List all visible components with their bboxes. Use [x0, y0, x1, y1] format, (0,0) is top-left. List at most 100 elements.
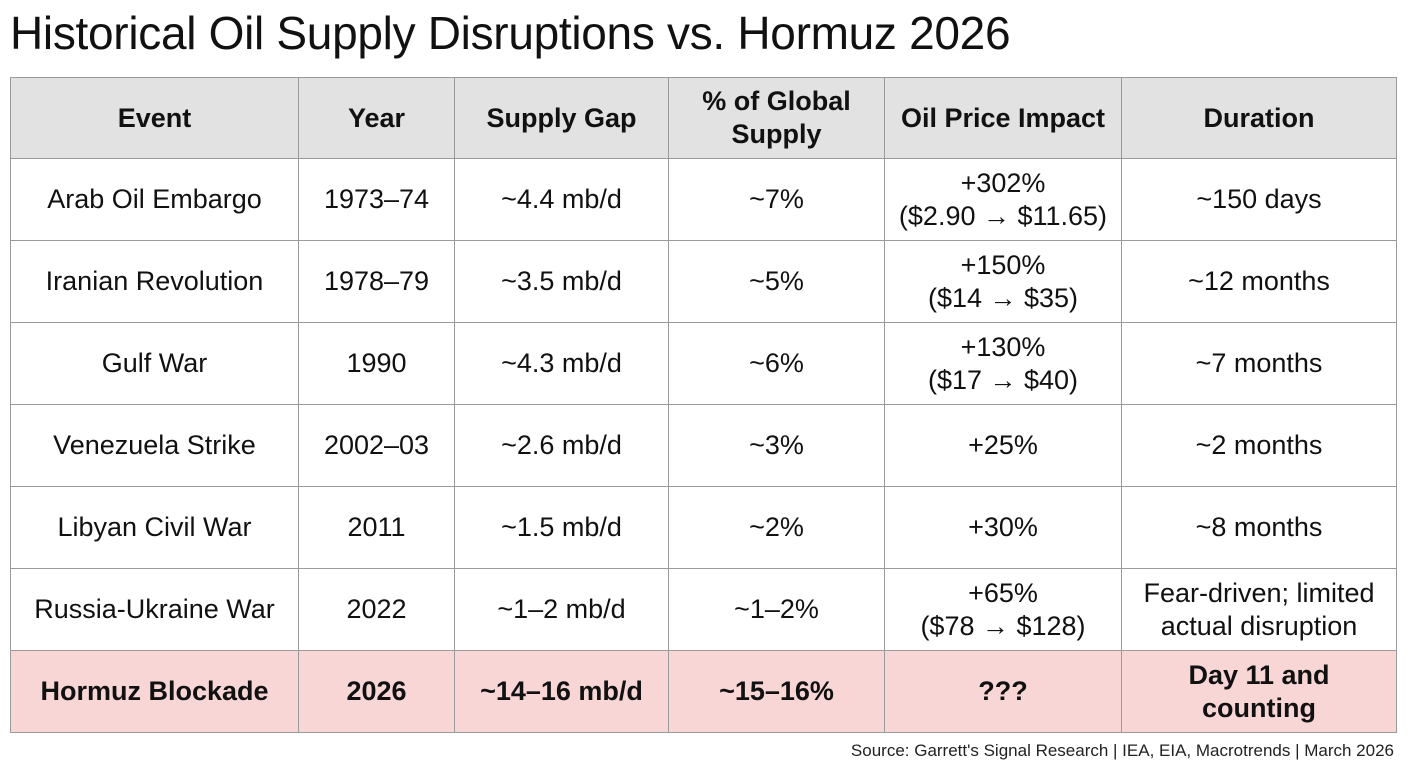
cell-price-impact: +30% [884, 486, 1122, 569]
cell-duration: ~2 months [1121, 404, 1397, 487]
cell-supply-gap: ~3.5 mb/d [454, 240, 669, 323]
cell-year: 2026 [298, 650, 455, 733]
cell-year-text: 2026 [346, 676, 407, 706]
cell-price-impact: +302% ($2.90 → $11.65) [884, 158, 1122, 241]
header-year-label: Year [347, 102, 406, 133]
cell-duration: ~8 months [1121, 486, 1397, 569]
header-global-supply-line1: % of Global [702, 86, 851, 116]
cell-price-impact: +25% [884, 404, 1122, 487]
cell-global-share-text: ~3% [749, 430, 804, 460]
cell-global-share: ~7% [668, 158, 885, 241]
disruptions-table: Event Year Supply Gap % of Global Supply… [10, 77, 1397, 733]
header-duration-label: Duration [1203, 102, 1315, 133]
table-row: Hormuz Blockade 2026 ~14–16 mb/d ~15–16%???… [10, 650, 1397, 733]
cell-price-impact-line: +65% [968, 577, 1038, 608]
cell-supply-gap-text: ~3.5 mb/d [501, 266, 622, 296]
cell-year-text: 1978–79 [323, 266, 430, 296]
cell-supply-gap: ~1.5 mb/d [454, 486, 669, 569]
cell-supply-gap-text: ~2.6 mb/d [501, 430, 622, 460]
cell-price-impact: +130% ($17 → $40) [884, 322, 1122, 405]
cell-duration: Fear-driven; limited actual disruption [1121, 568, 1397, 651]
cell-global-share-text: ~15–16% [719, 676, 834, 706]
cell-event-text: Hormuz Blockade [40, 676, 269, 706]
cell-price-impact-line: +150% [960, 249, 1046, 280]
cell-duration-line: Fear-driven; limited [1143, 577, 1375, 608]
cell-event: Arab Oil Embargo [10, 158, 299, 241]
cell-global-share: ~5% [668, 240, 885, 323]
chart-title: Historical Oil Supply Disruptions vs. Ho… [10, 7, 1011, 59]
header-supply-gap: Supply Gap [454, 77, 669, 159]
cell-duration-line: ~7 months [1195, 348, 1323, 378]
cell-supply-gap-text: ~4.4 mb/d [501, 184, 622, 214]
cell-year: 2022 [298, 568, 455, 651]
header-row: Event Year Supply Gap % of Global Supply… [10, 77, 1397, 159]
cell-global-share-text: ~7% [749, 184, 804, 214]
cell-price-impact-line: +302% [960, 167, 1046, 198]
cell-supply-gap-text: ~14–16 mb/d [480, 676, 643, 706]
cell-event: Venezuela Strike [10, 404, 299, 487]
header-supply-gap-label: Supply Gap [486, 102, 637, 133]
cell-year-text: 1973–74 [323, 184, 430, 214]
cell-event: Russia-Ukraine War [10, 568, 299, 651]
cell-price-impact: ??? [884, 650, 1122, 733]
cell-supply-gap: ~4.4 mb/d [454, 158, 669, 241]
cell-global-share-text: ~1–2% [734, 594, 819, 624]
cell-duration-line: Day 11 and [1188, 659, 1330, 690]
cell-global-share: ~3% [668, 404, 885, 487]
cell-year: 2011 [298, 486, 455, 569]
table-row: Iranian Revolution 1978–79 ~3.5 mb/d ~5% +15… [10, 240, 1397, 323]
cell-supply-gap-text: ~4.3 mb/d [501, 348, 622, 378]
table-row: Venezuela Strike 2002–03 ~2.6 mb/d ~3% +25% ~… [10, 404, 1397, 487]
cell-year-text: 2002–03 [323, 430, 430, 460]
cell-supply-gap: ~1–2 mb/d [454, 568, 669, 651]
cell-supply-gap-text: ~1–2 mb/d [497, 594, 626, 624]
cell-price-impact: +150% ($14 → $35) [884, 240, 1122, 323]
table-row: Russia-Ukraine War 2022 ~1–2 mb/d ~1–2% +65%… [10, 568, 1397, 651]
cell-global-share: ~6% [668, 322, 885, 405]
cell-price-impact-line: ($14 → $35) [927, 282, 1079, 313]
cell-duration: ~12 months [1121, 240, 1397, 323]
table-row: Arab Oil Embargo 1973–74 ~4.4 mb/d ~7% +302%… [10, 158, 1397, 241]
header-price-impact-label: Oil Price Impact [900, 102, 1106, 133]
cell-global-share-text: ~2% [749, 512, 804, 542]
cell-duration-line: ~8 months [1195, 512, 1323, 542]
cell-year: 1973–74 [298, 158, 455, 241]
cell-event-text: Gulf War [101, 348, 208, 378]
cell-duration-line: ~12 months [1188, 266, 1330, 296]
cell-price-impact-line: +130% [960, 331, 1046, 362]
cell-global-share: ~15–16% [668, 650, 885, 733]
cell-event-text: Libyan Civil War [57, 512, 252, 542]
cell-price-impact: +65% ($78 → $128) [884, 568, 1122, 651]
cell-price-impact-line: ($78 → $128) [920, 610, 1086, 641]
cell-global-share: ~2% [668, 486, 885, 569]
cell-event-text: Venezuela Strike [53, 430, 256, 460]
header-price-impact: Oil Price Impact [884, 77, 1122, 159]
cell-duration-line: ~150 days [1196, 184, 1322, 214]
cell-year: 2002–03 [298, 404, 455, 487]
source-note: Source: Garrett's Signal Research | IEA,… [850, 741, 1394, 760]
table-row: Gulf War 1990 ~4.3 mb/d ~6% +130% ($17 → $40)… [10, 322, 1397, 405]
cell-supply-gap: ~14–16 mb/d [454, 650, 669, 733]
cell-duration: Day 11 and counting [1121, 650, 1397, 733]
cell-year-text: 2022 [346, 594, 407, 624]
cell-duration-line: actual disruption [1160, 610, 1358, 641]
cell-global-share: ~1–2% [668, 568, 885, 651]
cell-event: Hormuz Blockade [10, 650, 299, 733]
cell-year-text: 1990 [346, 348, 407, 378]
cell-duration-line: counting [1202, 692, 1316, 723]
table-row: Libyan Civil War 2011 ~1.5 mb/d ~2% +30% ~8 m… [10, 486, 1397, 569]
header-duration: Duration [1121, 77, 1397, 159]
cell-supply-gap: ~4.3 mb/d [454, 322, 669, 405]
cell-price-impact-line: ($2.90 → $11.65) [898, 200, 1108, 231]
cell-global-share-text: ~6% [749, 348, 804, 378]
cell-event-text: Russia-Ukraine War [34, 594, 275, 624]
cell-event: Iranian Revolution [10, 240, 299, 323]
cell-price-impact-line: ??? [978, 676, 1028, 706]
header-event: Event [10, 77, 299, 159]
cell-event: Gulf War [10, 322, 299, 405]
cell-global-share-text: ~5% [749, 266, 804, 296]
table-body: Arab Oil Embargo 1973–74 ~4.4 mb/d ~7% +302%… [10, 158, 1397, 733]
cell-price-impact-line: +30% [968, 512, 1038, 542]
header-global-supply: % of Global Supply [668, 77, 885, 159]
cell-supply-gap: ~2.6 mb/d [454, 404, 669, 487]
